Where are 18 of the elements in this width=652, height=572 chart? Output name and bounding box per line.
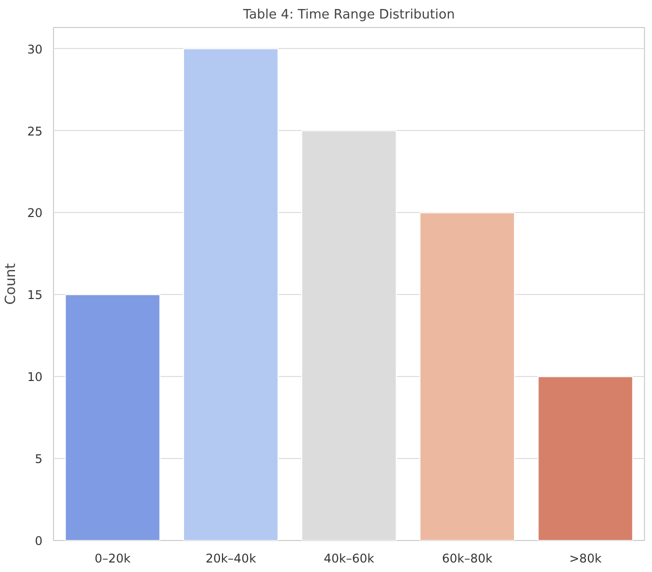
y-tick-label: 25	[27, 124, 43, 138]
x-tick-label: 20k–40k	[206, 552, 256, 566]
x-tick-label: 40k–60k	[324, 552, 374, 566]
chart-title: Table 4: Time Range Distribution	[242, 8, 455, 22]
y-axis-title: Count	[3, 262, 20, 305]
y-tick-label: 30	[27, 42, 43, 56]
bar	[183, 48, 279, 540]
bar	[64, 294, 160, 540]
y-tick-label: 15	[27, 288, 43, 302]
bar	[419, 212, 515, 540]
y-tick-label: 0	[34, 534, 43, 548]
x-tick-label: 60k–80k	[442, 552, 492, 566]
y-tick-label: 5	[34, 452, 43, 466]
y-tick-label: 20	[27, 206, 43, 220]
x-tick-label: >80k	[569, 552, 602, 566]
x-tick-label: 0–20k	[94, 552, 131, 566]
bar	[538, 376, 634, 540]
y-tick-label: 10	[27, 370, 43, 384]
